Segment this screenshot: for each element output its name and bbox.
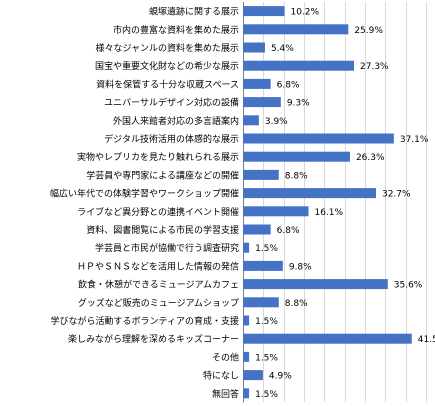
data-label: 10.2% <box>290 8 319 18</box>
category-label: 幅広い年代での体験学習やワークショップ開催 <box>50 188 239 200</box>
data-label: 25.9% <box>354 26 383 36</box>
bar <box>243 297 279 308</box>
bar <box>243 115 259 126</box>
bar <box>243 97 281 108</box>
data-label: 1.5% <box>255 353 278 363</box>
category-label: その他 <box>212 351 239 363</box>
category-label: 無回答 <box>212 388 239 400</box>
category-label: 楽しみながら理解を深めるキッズコーナー <box>68 333 239 345</box>
data-label: 26.3% <box>356 153 385 163</box>
data-label: 16.1% <box>314 208 343 218</box>
category-label: 学芸員と市民が協働で行う調査研究 <box>95 242 239 254</box>
data-label: 1.5% <box>255 390 278 400</box>
data-label: 35.6% <box>394 281 423 291</box>
bar <box>243 279 388 290</box>
data-label: 32.7% <box>382 190 411 200</box>
data-label: 27.3% <box>360 62 389 72</box>
data-label: 4.9% <box>269 372 292 382</box>
data-label: 6.8% <box>277 226 300 236</box>
data-label: 9.3% <box>287 99 310 109</box>
category-label: 市内の豊富な資料を集めた展示 <box>113 24 239 36</box>
category-label: ユニバーサルデザイン対応の設備 <box>104 97 239 109</box>
data-label: 1.5% <box>255 244 278 254</box>
bar <box>243 242 250 253</box>
bar <box>243 151 350 162</box>
bar <box>243 333 412 344</box>
category-label: 国宝や重要文化財などの希少な展示 <box>95 60 239 72</box>
category-label: 飲食・休憩ができるミュージアムカフェ <box>78 279 239 291</box>
category-label: 特になし <box>203 370 239 382</box>
bar <box>243 188 376 199</box>
bar <box>243 169 279 180</box>
category-label: デジタル技術活用の体感的な展示 <box>104 133 239 145</box>
bar <box>243 42 265 53</box>
bar <box>243 260 283 271</box>
bar <box>243 224 271 235</box>
category-label: ＨＰやＳＮＳなどを活用した情報の発信 <box>77 260 239 272</box>
data-label: 5.4% <box>271 44 294 54</box>
bar-layer <box>243 6 412 399</box>
data-label: 6.8% <box>277 80 300 90</box>
bar <box>243 133 394 144</box>
bar <box>243 315 250 326</box>
bar <box>243 24 349 35</box>
category-label: 様々なジャンルの資料を集めた展示 <box>95 42 239 54</box>
category-label: 学芸員や専門家による講座などの開催 <box>86 169 239 181</box>
data-label: 8.8% <box>285 171 308 181</box>
data-label: 1.5% <box>255 317 278 327</box>
bar <box>243 206 309 217</box>
category-label: グッズなど販売のミュージアムショップ <box>78 297 239 309</box>
data-label: 41.5% <box>418 335 435 345</box>
category-label: 外国人来館者対応の多言語案内 <box>113 115 239 127</box>
data-label: 8.8% <box>285 299 308 309</box>
category-label: 資料、図書閲覧による市民の学習支援 <box>86 224 239 236</box>
bar <box>243 351 250 362</box>
data-label: 9.8% <box>289 262 312 272</box>
data-label: 3.9% <box>265 117 288 127</box>
bar <box>243 6 285 17</box>
category-label: 資料を保管する十分な収蔵スペース <box>96 78 239 90</box>
data-label: 37.1% <box>400 135 429 145</box>
category-label: 蜆塚遺跡に関する展示 <box>149 6 239 18</box>
bar <box>243 60 355 71</box>
category-label: 学びながら活動するボランティアの育成・支援 <box>51 315 239 327</box>
bar <box>243 370 263 381</box>
category-label: 実物やレプリカを見たり触れられる展示 <box>77 151 239 163</box>
bar <box>243 78 271 89</box>
category-label: ライブなど異分野との連携イベント開催 <box>77 206 239 218</box>
bar <box>243 388 250 399</box>
label-layer: 蜆塚遺跡に関する展示 10.2% 市内の豊富な資料を集めた展示 25.9% 様々なジャン… <box>50 6 435 400</box>
